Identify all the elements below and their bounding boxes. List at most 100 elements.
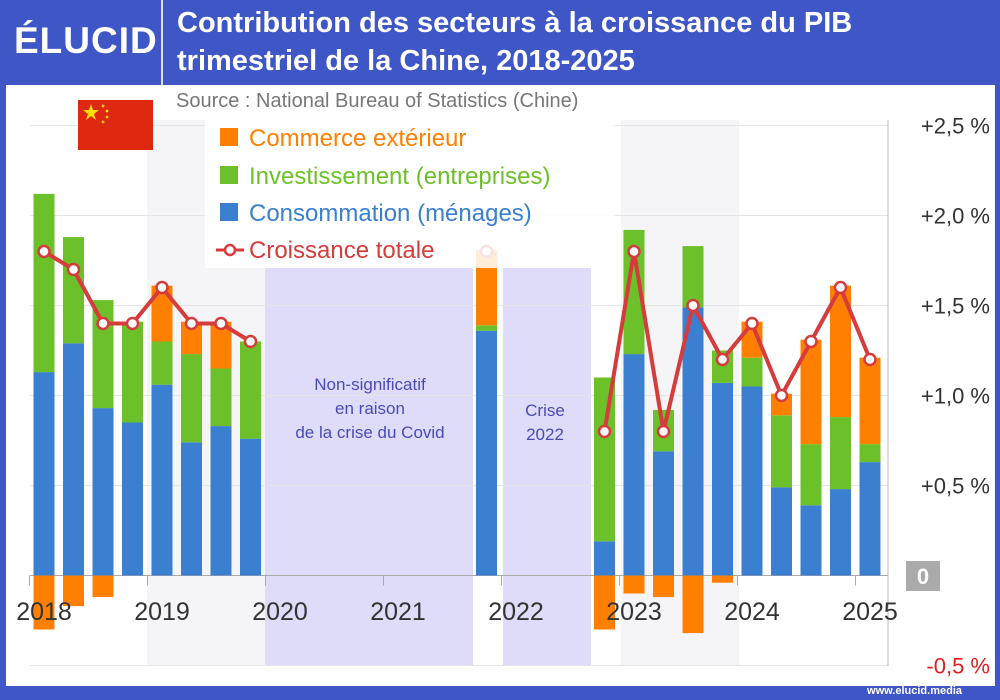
croissance-point — [686, 298, 700, 313]
bar-commerce — [800, 339, 822, 445]
bar-consommation — [240, 438, 261, 576]
bar-investissement — [771, 415, 792, 488]
bar-investissement — [623, 229, 645, 355]
bar-investissement — [476, 325, 497, 331]
bar-commerce — [63, 575, 84, 607]
y-tick-label: +2,5 % — [921, 114, 990, 139]
flag-small-star-icon — [101, 104, 105, 108]
bar-consommation — [653, 451, 674, 576]
legend-label-investissement: Investissement (entreprises) — [249, 163, 550, 190]
croissance-point — [627, 244, 641, 259]
x-tick-label: 2022 — [488, 598, 544, 626]
bar-consommation — [92, 408, 114, 576]
bar-consommation — [210, 426, 232, 576]
zero-label-box — [906, 561, 940, 591]
y-tick-label: +1,0 % — [921, 384, 990, 409]
bar-consommation — [800, 505, 822, 576]
legend-marker-croissance — [223, 243, 237, 257]
covid-annotation: Non-significatif — [314, 375, 426, 394]
bar-investissement — [859, 444, 881, 463]
source-text: Source : National Bureau of Statistics (… — [176, 90, 579, 112]
bar-commerce — [594, 575, 615, 630]
croissance-point — [745, 316, 759, 331]
bar-consommation — [122, 422, 143, 576]
croissance-point — [833, 280, 848, 295]
covid-annotation: en raison — [335, 399, 405, 418]
croissance-line — [602, 249, 872, 434]
header-bar — [0, 0, 1000, 85]
bar-commerce — [859, 357, 881, 445]
flag-star-icon — [83, 104, 99, 120]
legend-label-commerce: Commerce extérieur — [249, 125, 466, 152]
bar-consommation — [33, 372, 55, 576]
legend-swatch-commerce — [220, 128, 238, 146]
croissance-point — [863, 352, 877, 367]
croissance-point — [715, 352, 730, 367]
china-flag-icon — [78, 100, 153, 150]
bar-commerce — [92, 575, 114, 598]
flag-small-star-icon — [101, 120, 105, 124]
bar-investissement — [800, 444, 822, 506]
bar-consommation — [623, 354, 645, 576]
bar-commerce — [653, 575, 674, 598]
bar-commerce — [623, 575, 645, 594]
bar-commerce — [151, 285, 173, 342]
right-border — [995, 85, 1000, 700]
croissance-point — [155, 280, 169, 295]
y-tick-label: 0 — [917, 564, 929, 589]
x-tick-label: 2025 — [842, 598, 898, 626]
bar-consommation — [151, 384, 173, 576]
bar-commerce — [210, 321, 232, 369]
bar-commerce — [830, 285, 851, 418]
legend-box — [205, 120, 615, 268]
bar-consommation — [712, 382, 733, 576]
bar-consommation — [181, 442, 202, 576]
bar-consommation — [63, 343, 84, 576]
legend-swatch-consommation — [220, 203, 238, 221]
x-tick-label: 2021 — [370, 598, 426, 626]
y-tick-label: +1,5 % — [921, 294, 990, 319]
covid-shaded-region — [265, 268, 473, 666]
bar-investissement — [92, 300, 114, 409]
footer-url: www.elucid.media — [867, 685, 962, 697]
bar-commerce — [181, 321, 202, 355]
title-line-2: trimestriel de la Chine, 2018-2025 — [177, 45, 635, 77]
bar-investissement — [181, 354, 202, 443]
bar-consommation — [830, 489, 851, 576]
legend-label-croissance: Croissance totale — [249, 237, 434, 264]
bar-commerce — [33, 575, 55, 630]
x-tick-label: 2024 — [724, 598, 780, 626]
x-tick-label: 2023 — [606, 598, 662, 626]
bar-investissement — [240, 341, 261, 439]
bar-consommation — [741, 386, 763, 576]
crisis-2022-shaded-region — [503, 268, 591, 666]
header-divider — [161, 0, 163, 85]
crisis-2022-annotation: Crise — [525, 401, 565, 420]
x-tick-label: 2018 — [16, 598, 72, 626]
croissance-point — [66, 262, 81, 277]
bar-consommation — [594, 541, 615, 576]
title-line-1: Contribution des secteurs à la croissanc… — [177, 7, 853, 39]
bar-investissement — [830, 417, 851, 490]
croissance-point — [214, 316, 228, 331]
bar-consommation — [682, 307, 704, 576]
x-tick-label: 2019 — [134, 598, 190, 626]
left-border — [0, 85, 6, 700]
bar-consommation — [771, 487, 792, 576]
bar-investissement — [33, 193, 55, 373]
croissance-point — [125, 316, 140, 331]
bar-commerce — [712, 575, 733, 583]
flag-small-star-icon — [105, 115, 109, 119]
bar-investissement — [741, 357, 763, 387]
flag-small-star-icon — [105, 109, 109, 113]
y-tick-label: -0,5 % — [926, 654, 990, 679]
bar-investissement — [151, 341, 173, 385]
bar-commerce — [682, 575, 704, 634]
croissance-point — [96, 316, 110, 331]
croissance-point — [597, 424, 612, 439]
croissance-point — [656, 424, 671, 439]
footer-bar — [0, 686, 1000, 700]
legend-label-consommation: Consommation (ménages) — [249, 200, 532, 227]
crisis-2022-annotation: 2022 — [526, 425, 564, 444]
